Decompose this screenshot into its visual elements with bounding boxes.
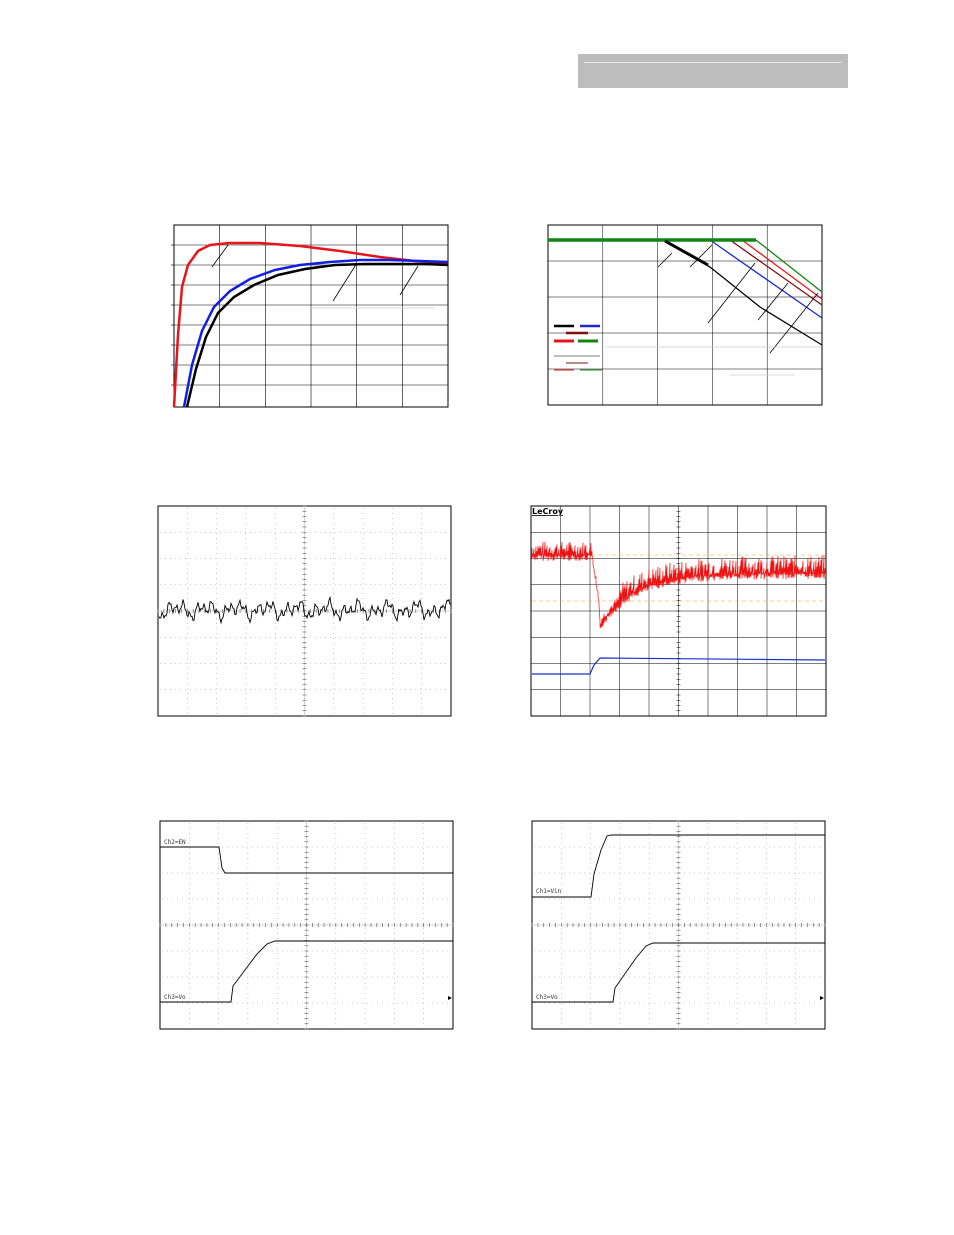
pointer-c: [707, 262, 756, 324]
series-green: [755, 239, 823, 293]
efficiency-chart: [150, 215, 470, 425]
series-blue-curve: [182, 258, 449, 408]
transient-current-trace: [532, 657, 826, 675]
pointer-b: [689, 244, 713, 268]
transient-scope: LeCroy: [530, 505, 828, 717]
enable-startup-scope: Ch2=EN Ch3=Vo: [159, 820, 455, 1032]
series-red-curve: [172, 241, 449, 408]
legend-swatches: [554, 324, 602, 371]
ground-marker: [820, 996, 824, 1000]
transient-voltage-trace: [531, 541, 826, 629]
ch3-label: Ch3=Vo: [164, 994, 186, 1001]
series-darkred: [729, 239, 823, 306]
scope-brand: LeCroy: [532, 507, 564, 516]
vin-trace: [532, 834, 825, 898]
header-bar: [578, 54, 848, 88]
pointer-2: [332, 262, 358, 302]
ch1-label: Ch1=Vin: [536, 888, 562, 895]
ch2-label: Ch2=EN: [164, 839, 186, 846]
pointer-d: [757, 282, 789, 321]
ripple-scope: [157, 505, 453, 717]
series-red: [741, 239, 823, 300]
ch3-label: Ch3=Vo: [536, 994, 558, 1001]
ripple-trace: [158, 595, 451, 625]
vo-trace: [160, 940, 453, 1003]
pointer-a: [657, 252, 673, 268]
pointer-bold: [664, 239, 709, 267]
series-black-curve: [185, 262, 449, 408]
derating-chart: [530, 215, 840, 415]
enable-trace: [160, 846, 453, 874]
vin-startup-scope: Ch1=Vin Ch3=Vo: [531, 820, 827, 1032]
series-blue: [709, 239, 823, 319]
vo-trace: [532, 942, 825, 1003]
ground-marker: [448, 996, 452, 1000]
pointer-3: [399, 265, 419, 296]
pointer-e: [769, 292, 819, 354]
pointer-1: [211, 244, 229, 268]
